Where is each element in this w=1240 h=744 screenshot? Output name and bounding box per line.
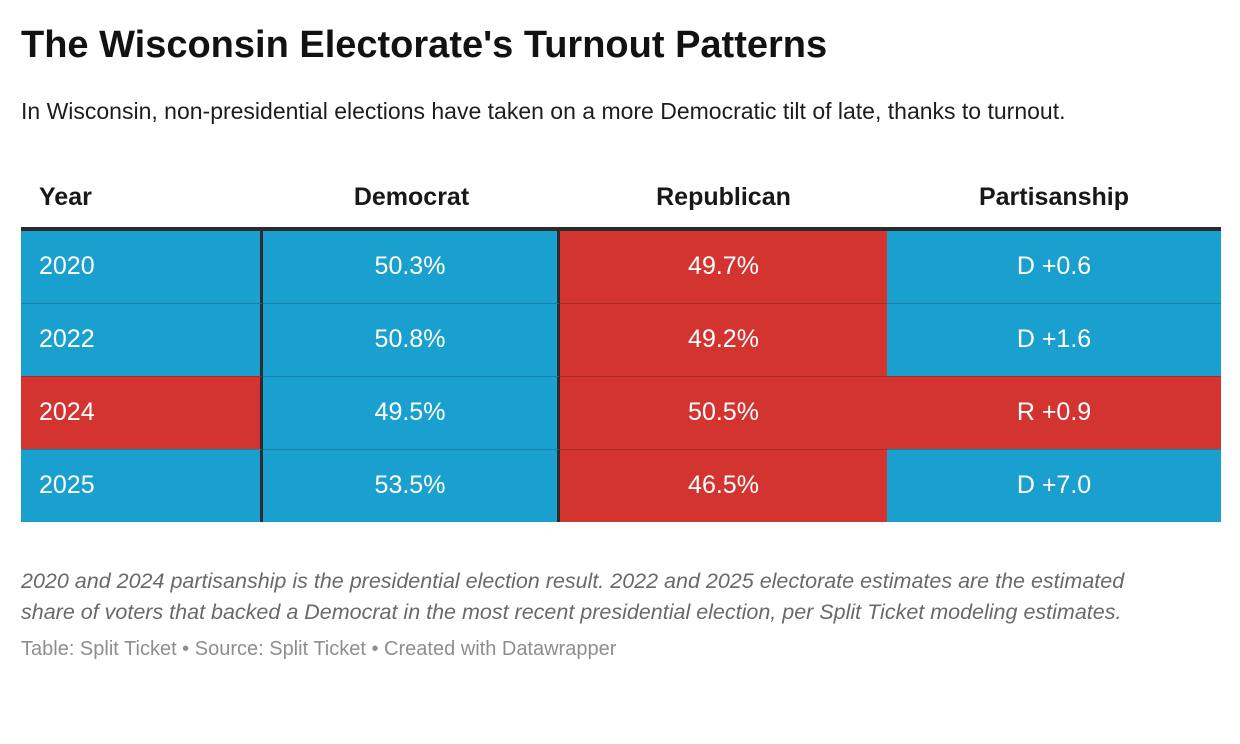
table-row-2020: 2020 50.3% 49.7% D +0.6 (21, 230, 1221, 303)
table-row-2024: 2024 49.5% 50.5% R +0.9 (21, 375, 1221, 449)
table-body: 2020 50.3% 49.7% D +0.6 2022 50.8% 49.2%… (21, 226, 1221, 522)
cell-democrat-share: 50.8% (263, 302, 560, 376)
page-title: The Wisconsin Electorate's Turnout Patte… (21, 24, 828, 66)
page-subtitle: In Wisconsin, non-presidential elections… (21, 97, 1066, 124)
cell-republican-share: 50.5% (560, 375, 887, 449)
cell-democrat-share: 53.5% (263, 448, 560, 522)
footnote: 2020 and 2024 partisanship is the presid… (21, 568, 1125, 624)
cell-partisanship: D +7.0 (887, 448, 1221, 522)
cell-partisanship: D +1.6 (887, 302, 1221, 376)
column-header-democrat: Democrat (353, 182, 470, 211)
column-header-year: Year (39, 182, 92, 211)
cell-republican-share: 46.5% (560, 448, 887, 522)
cell-partisanship: D +0.6 (887, 230, 1221, 303)
cell-democrat-share: 49.5% (263, 375, 560, 449)
turnout-table: Year Democrat Republican Partisanship 20… (21, 182, 1221, 522)
table-header-row: Year Democrat Republican Partisanship (21, 182, 1221, 227)
attribution-line: Table: Split Ticket • Source: Split Tick… (21, 637, 617, 660)
cell-year: 2020 (21, 230, 263, 303)
cell-republican-share: 49.2% (560, 302, 887, 376)
cell-year: 2025 (21, 448, 263, 522)
cell-partisanship: R +0.9 (887, 375, 1221, 449)
table-row-2025: 2025 53.5% 46.5% D +7.0 (21, 448, 1221, 522)
cell-republican-share: 49.7% (560, 230, 887, 303)
table-row-2022: 2022 50.8% 49.2% D +1.6 (21, 302, 1221, 376)
cell-year: 2022 (21, 302, 263, 376)
column-header-republican: Republican (656, 182, 791, 211)
column-header-partisanship: Partisanship (978, 182, 1130, 211)
cell-democrat-share: 50.3% (263, 230, 560, 303)
datawrapper-table-chart: The Wisconsin Electorate's Turnout Patte… (21, 24, 1221, 660)
cell-year: 2024 (21, 375, 263, 449)
